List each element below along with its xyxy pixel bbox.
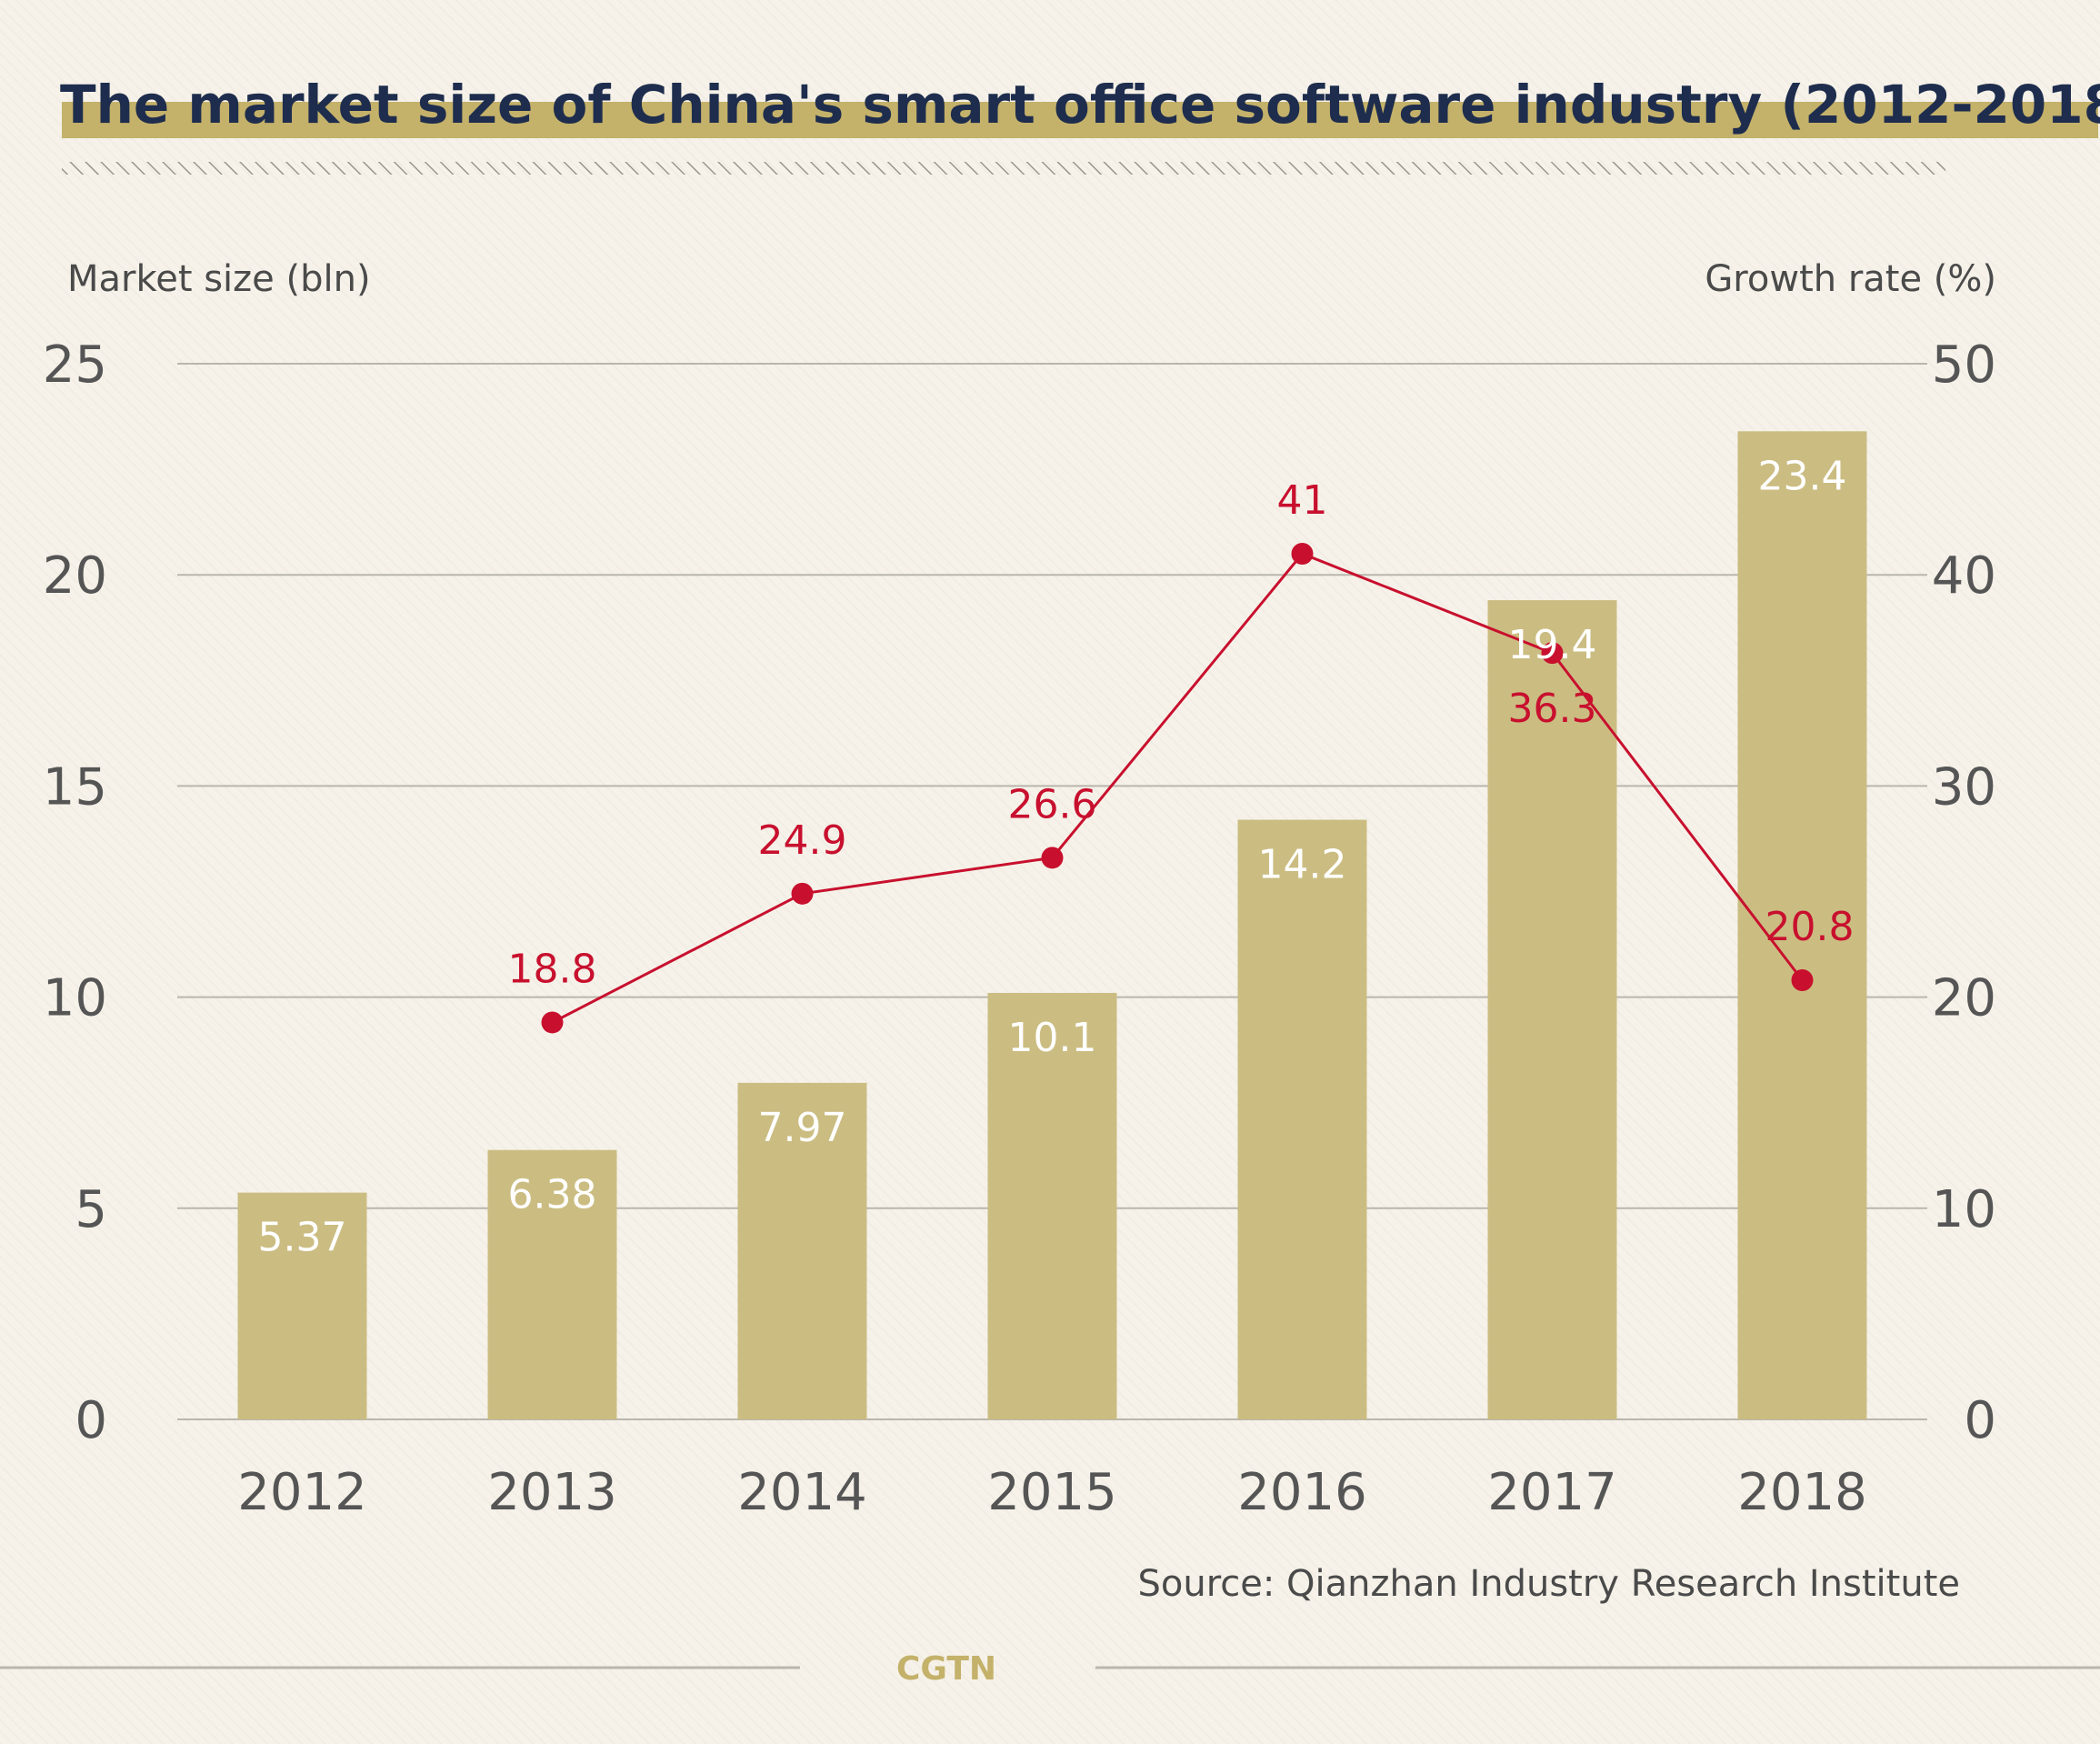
right-tick-label: 20 [1932,969,1996,1028]
growth-point [791,882,814,905]
right-axis-title: Growth rate (%) [1705,258,1996,300]
x-tick-label: 2013 [487,1463,617,1522]
source-note: Source: Qianzhan Industry Research Insti… [1137,1563,1960,1605]
right-tick-label: 10 [1932,1180,1996,1239]
bar-value-label: 10.1 [1008,1015,1097,1061]
x-tick-label: 2017 [1487,1463,1617,1522]
growth-point [1291,542,1314,565]
axis-ticks: 0 5 10 15 20 25 0 10 20 30 40 50 2012 2013 2014 2015 201… [43,336,1996,1522]
bar-value-label: 6.38 [508,1172,597,1218]
bar-series [237,431,1867,1420]
bar-value-label: 19.4 [1508,622,1597,668]
bar [1237,819,1367,1419]
bar [237,1192,367,1419]
growth-value-label: 24.9 [758,817,847,864]
growth-point [541,1011,564,1034]
x-tick-label: 2018 [1737,1463,1867,1522]
title-divider-hatch [62,162,1945,175]
bar-value-label: 7.97 [758,1105,847,1151]
left-axis-title: Market size (bln) [67,258,371,300]
x-tick-label: 2015 [987,1463,1117,1522]
growth-point [1541,642,1564,665]
left-tick-label: 5 [75,1180,107,1239]
growth-value-label: 36.3 [1508,686,1597,732]
bar-value-label: 23.4 [1758,453,1847,499]
chart-title: The market size of China's smart office … [60,74,2100,135]
right-tick-label: 40 [1932,546,1996,606]
right-tick-label: 30 [1932,757,1996,817]
growth-value-label: 41 [1277,477,1328,524]
left-tick-label: 15 [43,757,107,817]
growth-value-label: 20.8 [1765,904,1855,950]
left-tick-label: 20 [43,546,107,606]
left-tick-label: 25 [43,336,107,395]
growth-value-label: 18.8 [508,946,597,992]
x-tick-label: 2016 [1237,1463,1367,1522]
bar-value-label: 14.2 [1258,842,1347,888]
bar [987,992,1117,1419]
x-tick-label: 2014 [737,1463,867,1522]
right-tick-label: 50 [1932,336,1996,395]
bar [1487,600,1617,1419]
bar [737,1082,867,1419]
growth-line-series [541,542,1814,1034]
bar-value-label: 5.37 [258,1215,347,1261]
growth-point [1041,847,1064,869]
x-tick-label: 2012 [237,1463,367,1522]
data-labels: 5.37 6.38 7.97 10.1 14.2 19.4 23.4 18.8 24.9 26.6… [258,453,1855,1260]
growth-value-label: 26.6 [1008,781,1097,827]
bar [487,1149,617,1419]
cgtn-logo: CGTN [896,1650,996,1688]
right-tick-label: 0 [1964,1391,1996,1450]
left-tick-label: 10 [43,969,107,1028]
growth-point [1791,969,1814,992]
growth-line [551,552,1804,1024]
title-highlight-bar [62,102,2098,138]
left-tick-label: 0 [75,1391,107,1450]
